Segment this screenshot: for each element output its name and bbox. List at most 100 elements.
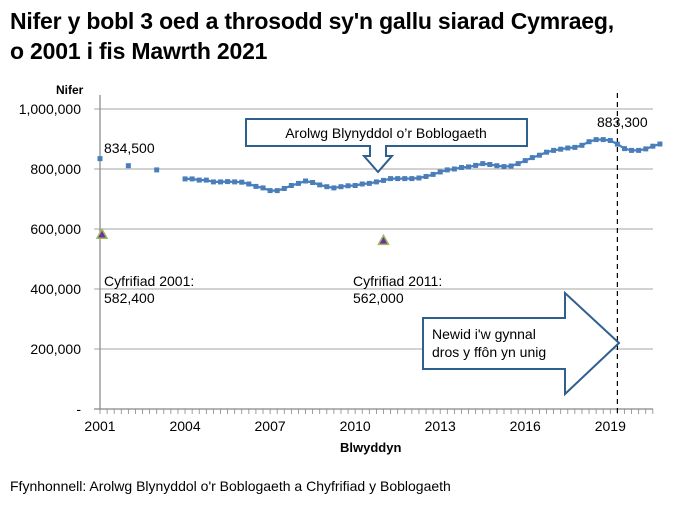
data-point — [196, 177, 202, 183]
aps-series — [97, 137, 663, 194]
data-point — [494, 163, 500, 169]
data-point — [629, 147, 635, 153]
data-point — [352, 183, 358, 188]
data-point — [579, 142, 585, 148]
x-tick-label: 2016 — [510, 418, 541, 434]
census-2001-value: 582,400 — [104, 290, 155, 306]
data-point — [395, 176, 401, 182]
data-point — [416, 175, 422, 181]
y-tick-label: 800,000 — [30, 161, 81, 177]
data-point — [288, 183, 294, 188]
data-point — [246, 181, 252, 187]
x-tick-label: 2010 — [340, 418, 371, 434]
data-point — [480, 161, 486, 167]
census-triangle-marker — [377, 233, 390, 246]
y-axis-label: Nifer — [56, 83, 84, 97]
data-point — [536, 152, 542, 158]
data-point — [125, 163, 131, 169]
data-point — [458, 165, 464, 170]
chart-title-line2: o 2001 i fis Mawrth 2021 — [10, 38, 268, 64]
x-axis-label: Blwyddyn — [340, 440, 402, 455]
data-point — [274, 188, 280, 194]
data-point — [338, 184, 344, 190]
data-point — [430, 171, 436, 177]
data-point — [310, 180, 316, 185]
data-point — [529, 155, 535, 161]
source-note: Ffynhonnell: Arolwg Blynyddol o'r Boblog… — [10, 478, 451, 494]
x-tick-label: 2007 — [255, 418, 286, 434]
census-2011-value: 562,000 — [353, 290, 404, 306]
data-point — [331, 185, 337, 191]
census-triangle-marker — [95, 227, 109, 240]
data-point — [324, 184, 330, 190]
data-point — [203, 177, 209, 183]
data-point — [636, 147, 642, 153]
data-point — [586, 139, 592, 145]
start-value-label: 834,500 — [104, 140, 155, 156]
data-point — [281, 186, 287, 191]
y-tick-label: 1,000,000 — [19, 101, 81, 117]
data-point — [508, 163, 514, 169]
data-point — [260, 185, 266, 191]
data-point — [359, 181, 365, 187]
data-point — [643, 146, 649, 152]
data-point — [614, 141, 620, 147]
data-point — [473, 162, 479, 168]
data-point — [366, 180, 372, 186]
data-point — [239, 179, 245, 185]
data-point — [317, 182, 323, 188]
census-markers — [95, 227, 390, 246]
data-point — [402, 176, 408, 182]
y-tick-label: 400,000 — [30, 281, 81, 297]
data-point — [232, 179, 238, 185]
data-point — [607, 138, 613, 143]
phone-change-arrow-shape — [422, 290, 621, 397]
data-point — [600, 137, 606, 143]
data-point — [154, 167, 160, 173]
data-point — [621, 146, 627, 152]
data-point — [487, 162, 493, 167]
data-point — [373, 179, 379, 185]
data-point — [437, 169, 443, 175]
data-point — [444, 167, 450, 173]
chart-title-line1: Nifer y bobl 3 oed a throsodd sy'n gallu… — [10, 8, 614, 34]
data-point — [182, 176, 188, 182]
y-tick-label: 600,000 — [30, 221, 81, 237]
data-point — [217, 179, 223, 185]
chart-title: Nifer y bobl 3 oed a throsodd sy'n gallu… — [10, 6, 670, 66]
y-axis-ticks: - 200,000 400,000 600,000 800,000 1,000,000 — [19, 101, 82, 417]
data-point — [225, 179, 231, 185]
data-point — [466, 164, 472, 170]
x-tick-label: 2001 — [84, 418, 115, 434]
census-2001-label: Cyfrifiad 2001: — [104, 273, 194, 289]
y-tick-label: 200,000 — [30, 341, 81, 357]
data-point — [565, 145, 571, 151]
data-point — [451, 166, 457, 172]
x-tick-label: 2004 — [169, 418, 200, 434]
data-point — [97, 156, 103, 162]
data-point — [515, 161, 521, 167]
data-point — [501, 164, 507, 170]
phone-change-text-line2: dros y ffôn yn unig — [432, 344, 546, 360]
data-point — [522, 158, 528, 164]
data-point — [295, 180, 301, 186]
data-point — [189, 176, 195, 182]
data-point — [572, 144, 578, 150]
data-point — [381, 177, 386, 183]
data-point — [650, 143, 656, 149]
data-point — [409, 176, 415, 182]
x-axis: 2001 2004 2007 2010 2013 2016 2019 — [84, 95, 654, 434]
data-point — [345, 183, 351, 189]
data-point — [388, 176, 394, 182]
aps-line — [185, 138, 661, 192]
y-tick-label: - — [76, 401, 81, 417]
data-point — [253, 183, 259, 189]
data-point — [593, 137, 599, 143]
data-point — [423, 174, 429, 179]
aps-callout-text: Arolwg Blynyddol o’r Boblogaeth — [285, 125, 487, 141]
phone-change-text-line1: Newid i'w gynnal — [432, 326, 536, 342]
data-point — [267, 188, 273, 194]
data-point — [551, 147, 557, 153]
data-point — [657, 141, 663, 147]
